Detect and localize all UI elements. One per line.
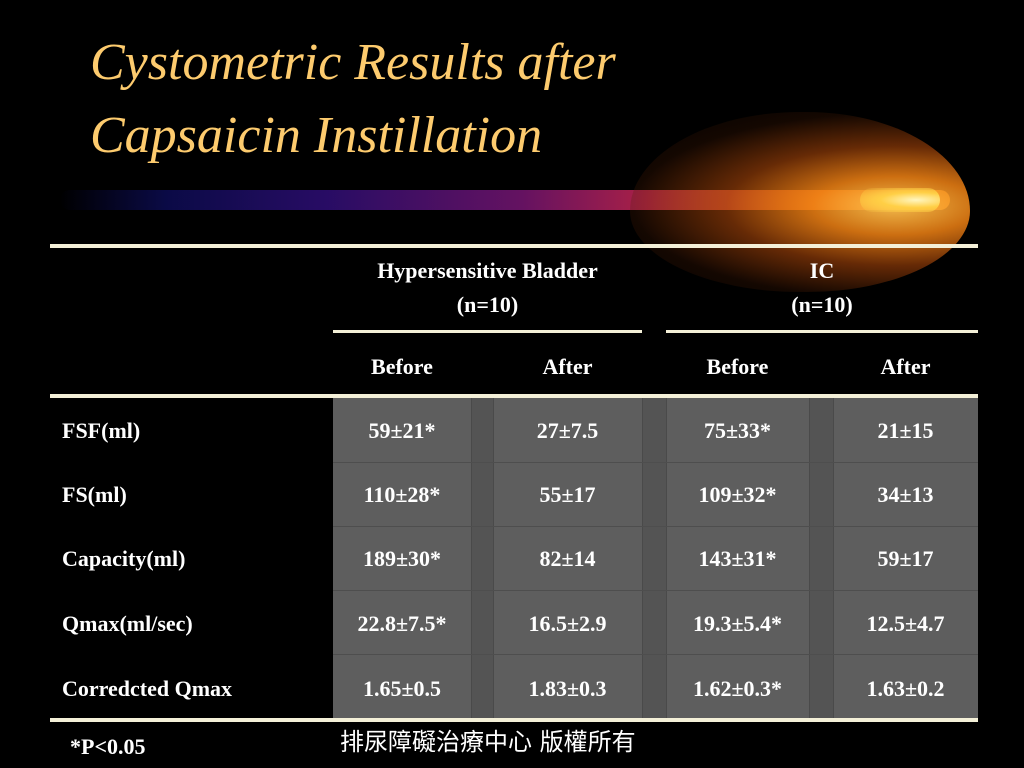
data-gap-3 (809, 398, 833, 718)
table-cell: 21±15 (877, 418, 934, 443)
cell-divider (833, 398, 834, 718)
table-cell: 34±13 (877, 482, 934, 507)
table-cell: 82±14 (539, 546, 596, 571)
group-name: Hypersensitive Bladder (377, 258, 598, 283)
row-label: Qmax(ml/sec) (62, 611, 193, 636)
subheader-ic-before: Before (706, 354, 769, 379)
comet-core-decoration (860, 188, 940, 212)
data-col-1-bg (333, 398, 471, 718)
group-header-hypersensitive: Hypersensitive Bladder (n=10) (333, 254, 642, 322)
table-cell: 75±33* (703, 418, 772, 443)
table-cell: 59±17 (877, 546, 934, 571)
table-cell: 110±28* (363, 482, 441, 507)
row-divider (333, 654, 978, 655)
table-cell: 189±30* (362, 546, 442, 571)
table-cell: 27±7.5 (536, 418, 599, 443)
table-cell: 143±31* (698, 546, 777, 571)
table-cell: 1.65±0.5 (362, 676, 442, 701)
row-label: Capacity(ml) (62, 546, 186, 571)
row-label: Corredcted Qmax (62, 676, 233, 701)
row-divider (333, 462, 978, 463)
group-n: (n=10) (456, 292, 519, 317)
table-cell: 1.63±0.2 (866, 676, 945, 701)
footnote: *P<0.05 (70, 734, 146, 759)
table-top-rule (50, 244, 978, 248)
data-col-3-bg (666, 398, 809, 718)
row-divider (333, 526, 978, 527)
subheader-hb-after: After (542, 354, 593, 379)
title-line-1: Cystometric Results after (90, 34, 616, 91)
table-cell: 55±17 (539, 482, 596, 507)
subheader-ic-after: After (880, 354, 931, 379)
table-cell: 19.3±5.4* (692, 611, 783, 636)
group-header-ic: IC (n=10) (666, 254, 978, 322)
row-label: FSF(ml) (62, 418, 141, 443)
cell-divider (809, 398, 810, 718)
group-rule-hypersensitive (333, 330, 642, 333)
subheader-hb-before: Before (371, 354, 433, 379)
data-gap-2 (642, 398, 666, 718)
row-divider (333, 590, 978, 591)
row-label: FS(ml) (62, 482, 127, 507)
data-gap-1 (471, 398, 493, 718)
table-cell: 109±32* (698, 482, 777, 507)
copyright-notice: 排尿障礙治療中心 版權所有 (340, 728, 636, 756)
table-cell: 22.8±7.5* (357, 611, 447, 636)
data-col-4-bg (833, 398, 978, 718)
cell-divider (666, 398, 667, 718)
cell-divider (642, 398, 643, 718)
group-n: (n=10) (791, 292, 853, 317)
group-name: IC (809, 258, 835, 283)
slide-title: Cystometric Results after Capsaicin Inst… (90, 26, 616, 172)
group-rule-ic (666, 330, 978, 333)
table-header-rule (50, 394, 978, 398)
title-line-2: Capsaicin Instillation (90, 107, 543, 164)
cell-divider (471, 398, 472, 718)
table-bottom-rule (50, 718, 978, 722)
cell-divider (493, 398, 494, 718)
table-cell: 1.62±0.3* (692, 676, 783, 701)
table-cell: 1.83±0.3 (528, 676, 607, 701)
table-cell: 12.5±4.7 (866, 611, 945, 636)
table-cell: 59±21* (368, 418, 436, 443)
data-col-2-bg (493, 398, 642, 718)
table-cell: 16.5±2.9 (528, 611, 607, 636)
